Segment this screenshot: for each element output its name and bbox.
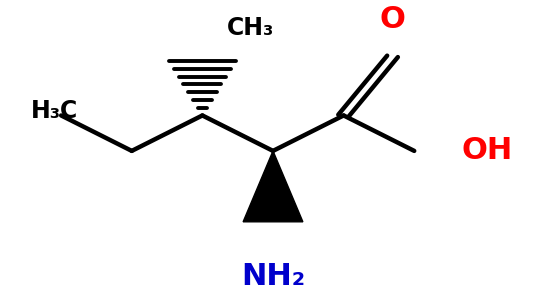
Text: CH₃: CH₃ (227, 16, 274, 40)
Text: NH₂: NH₂ (241, 262, 305, 291)
Text: OH: OH (462, 136, 513, 165)
Polygon shape (243, 151, 303, 222)
Text: H₃C: H₃C (31, 99, 79, 123)
Text: O: O (379, 5, 406, 34)
